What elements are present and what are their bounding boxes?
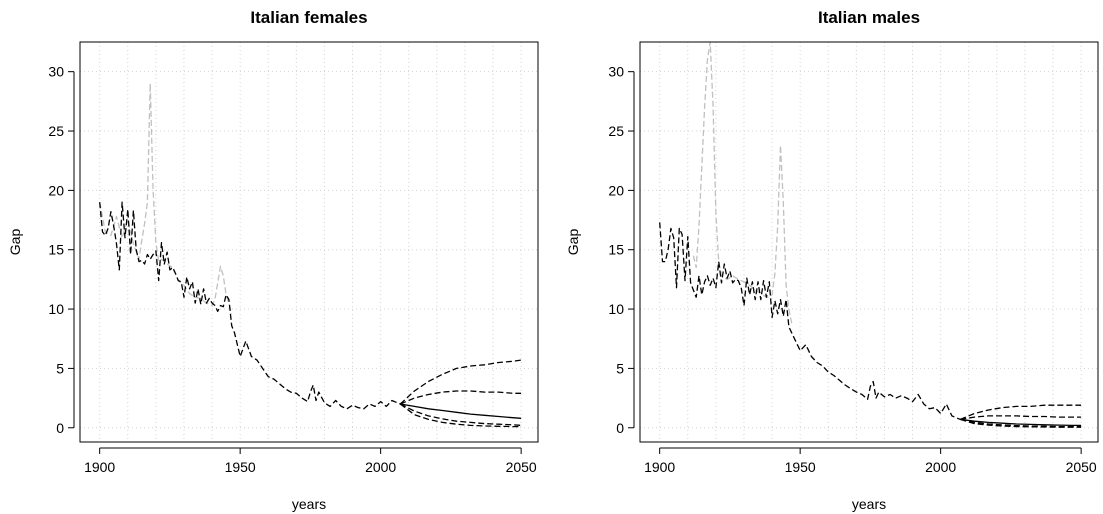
series-line-6 (960, 418, 1082, 428)
plot-frame (79, 41, 539, 443)
series-line-7 (960, 418, 1082, 428)
series-line-5 (960, 418, 1082, 427)
y-tick-label: 0 (616, 420, 624, 436)
x-tick-label: 2000 (925, 459, 956, 475)
series-line-6 (400, 403, 522, 427)
y-axis-label: Gap (7, 229, 23, 256)
y-tick-label: 30 (608, 64, 624, 80)
x-axis-label: years (852, 496, 886, 512)
series-line-3 (399, 359, 522, 405)
series-line-2 (99, 201, 401, 410)
y-tick-label: 0 (56, 420, 64, 436)
y-axis-label: Gap (565, 229, 581, 256)
x-axis-label: years (292, 496, 326, 512)
y-tick-label: 30 (48, 64, 64, 80)
x-tick-label: 1950 (785, 459, 816, 475)
y-tick-label: 15 (608, 242, 624, 258)
y-tick-label: 15 (48, 242, 64, 258)
plot-frame (639, 41, 1099, 443)
x-tick-label: 2000 (365, 459, 396, 475)
chart-title: Italian females (250, 8, 367, 27)
y-tick-label: 5 (616, 360, 624, 376)
y-tick-label: 20 (48, 182, 64, 198)
series-line-3 (960, 404, 1082, 420)
x-tick-label: 1950 (225, 459, 256, 475)
y-tick-label: 20 (608, 182, 624, 198)
series-line-4 (400, 390, 522, 405)
y-tick-label: 5 (56, 360, 64, 376)
y-tick-label: 25 (608, 123, 624, 139)
x-tick-label: 2050 (506, 459, 537, 475)
chart-panel-2: 1900 1950 2000 2050 0 5 10 15 20 25 30 Italian male… (565, 8, 1099, 512)
y-tick-label: 10 (48, 301, 64, 317)
x-tick-label: 2050 (1066, 459, 1097, 475)
y-tick-label: 25 (48, 123, 64, 139)
series-line-5 (400, 403, 522, 419)
series-line-2 (659, 222, 961, 421)
series-line-4 (960, 415, 1082, 421)
x-tick-label: 1900 (84, 459, 115, 475)
x-tick-label: 1900 (644, 459, 675, 475)
series-line-1 (692, 41, 793, 324)
chart-panel-1: 1900 1950 2000 2050 0 5 10 15 20 25 30 Italian fema… (7, 8, 539, 512)
series-line-7 (399, 403, 522, 428)
y-tick-label: 10 (608, 301, 624, 317)
chart-title: Italian males (818, 8, 920, 27)
